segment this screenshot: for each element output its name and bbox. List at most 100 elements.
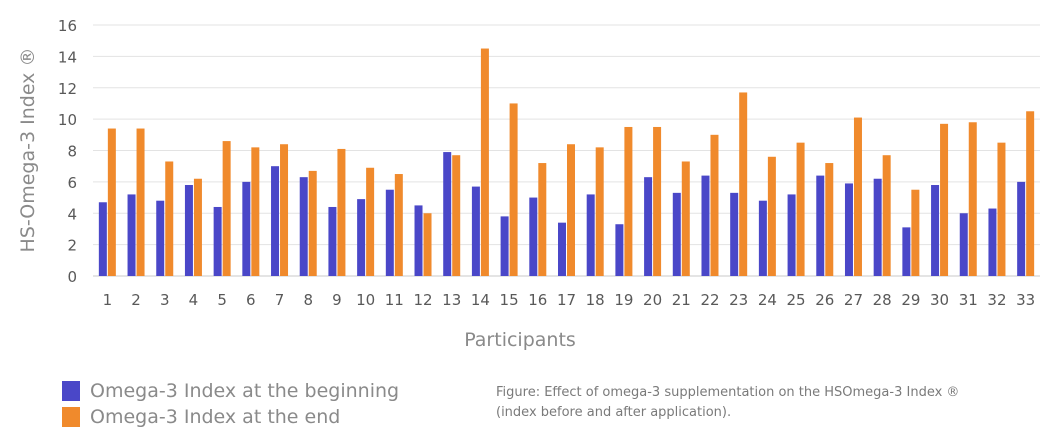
bar-beginning [184, 185, 193, 276]
x-tick-label: 28 [873, 291, 892, 309]
bar-end [567, 144, 575, 276]
x-tick-label: 20 [643, 291, 662, 309]
bar-end [853, 117, 862, 277]
bar-beginning [644, 177, 653, 276]
y-axis-label: HS-Omega-3 Index ® [17, 48, 39, 253]
y-tick-label: 6 [67, 174, 77, 192]
x-tick-label: 31 [959, 291, 978, 309]
y-tick-label: 14 [58, 48, 77, 66]
bar-beginning [873, 178, 882, 276]
legend-item-beginning: Omega-3 Index at the beginning [62, 378, 482, 404]
legend-item-end: Omega-3 Index at the end [62, 404, 482, 430]
bar-beginning [586, 194, 595, 276]
bar-beginning [988, 208, 997, 276]
bar-end [882, 155, 891, 276]
bar-beginning [844, 183, 853, 276]
x-tick-label: 29 [901, 291, 920, 309]
bar-beginning [328, 206, 337, 276]
x-tick-label: 12 [413, 291, 432, 309]
bar-beginning [758, 200, 767, 276]
caption-line-1: Figure: Effect of omega-3 supplementatio… [496, 385, 960, 400]
bar-end [394, 174, 403, 276]
bar-end [825, 163, 834, 276]
bar-end [107, 128, 116, 276]
y-tick-label: 2 [67, 237, 77, 255]
bar-beginning [471, 186, 480, 276]
figure-caption: Figure: Effect of omega-3 supplementatio… [496, 383, 976, 423]
bar-beginning [242, 181, 251, 276]
legend-swatch-beginning [62, 381, 80, 401]
bar-beginning [500, 216, 509, 276]
x-tick-label: 14 [471, 291, 490, 309]
legend-label-end: Omega-3 Index at the end [90, 406, 341, 428]
x-axis-label: Participants [464, 329, 576, 351]
bar-end [624, 126, 633, 276]
bar-beginning [816, 175, 825, 276]
bar-end [308, 170, 317, 276]
x-tick-label: 17 [557, 291, 576, 309]
x-tick-label: 5 [217, 291, 227, 309]
y-tick-label: 0 [67, 268, 77, 286]
x-tick-label: 32 [987, 291, 1006, 309]
x-tick-label: 24 [758, 291, 777, 309]
bar-end [480, 48, 489, 276]
x-tick-label: 18 [586, 291, 605, 309]
bar-beginning [1017, 181, 1026, 276]
bar-beginning [299, 177, 308, 276]
bar-end [1026, 111, 1035, 276]
x-tick-label: 13 [442, 291, 461, 309]
bar-end [165, 161, 174, 276]
bar-beginning [414, 205, 423, 276]
bar-end [710, 134, 719, 276]
x-tick-label: 8 [303, 291, 313, 309]
bar-beginning [385, 189, 394, 276]
x-tick-label: 22 [700, 291, 719, 309]
bar-beginning [357, 199, 366, 276]
x-tick-label: 33 [1016, 291, 1035, 309]
bar-end [968, 122, 977, 276]
x-tick-label: 16 [528, 291, 547, 309]
x-tick-labels: 1 2 3 4 5 6 7 8 9 10 11 12 13 14 15 16 17 18 19 20 21 22 23 24 2… [103, 291, 1036, 309]
bar-end [251, 147, 260, 276]
bar-beginning [213, 206, 222, 276]
bar-beginning [787, 194, 796, 276]
bar-end [940, 123, 949, 276]
bar-end [222, 141, 231, 276]
x-tick-label: 30 [930, 291, 949, 309]
x-tick-label: 11 [385, 291, 404, 309]
bar-end [681, 161, 690, 276]
caption-line-2: (index before and after application). [496, 405, 732, 420]
y-tick-label: 12 [58, 80, 77, 98]
bar-beginning [127, 194, 136, 276]
y-tick-label: 8 [67, 143, 77, 161]
bar-end [193, 178, 202, 276]
x-tick-label: 6 [246, 291, 256, 309]
bar-beginning [443, 152, 452, 276]
legend: Omega-3 Index at the beginning Omega-3 I… [62, 378, 482, 430]
bar-beginning [730, 192, 739, 276]
bar-beginning [959, 213, 968, 276]
bar-end [509, 103, 518, 276]
bar-end [911, 189, 920, 276]
y-tick-label: 10 [58, 111, 77, 129]
bar-end [452, 155, 461, 276]
x-tick-label: 25 [787, 291, 806, 309]
bar-end [280, 144, 289, 276]
y-tick-labels: 0 2 4 6 8 10 12 14 16 [58, 17, 77, 286]
bar-end [739, 92, 748, 276]
bar-end [337, 148, 346, 276]
bar-beginning [672, 192, 681, 276]
bar-beginning [98, 202, 107, 276]
x-tick-label: 23 [729, 291, 748, 309]
y-tick-label: 4 [67, 205, 77, 223]
bar-end [423, 213, 432, 276]
x-tick-label: 26 [815, 291, 834, 309]
x-tick-label: 4 [189, 291, 199, 309]
bar-end [366, 167, 375, 276]
x-tick-label: 10 [356, 291, 375, 309]
gridlines [93, 24, 1040, 277]
bar-end [653, 126, 662, 276]
y-tick-label: 16 [58, 17, 77, 35]
bar-beginning [615, 224, 624, 276]
